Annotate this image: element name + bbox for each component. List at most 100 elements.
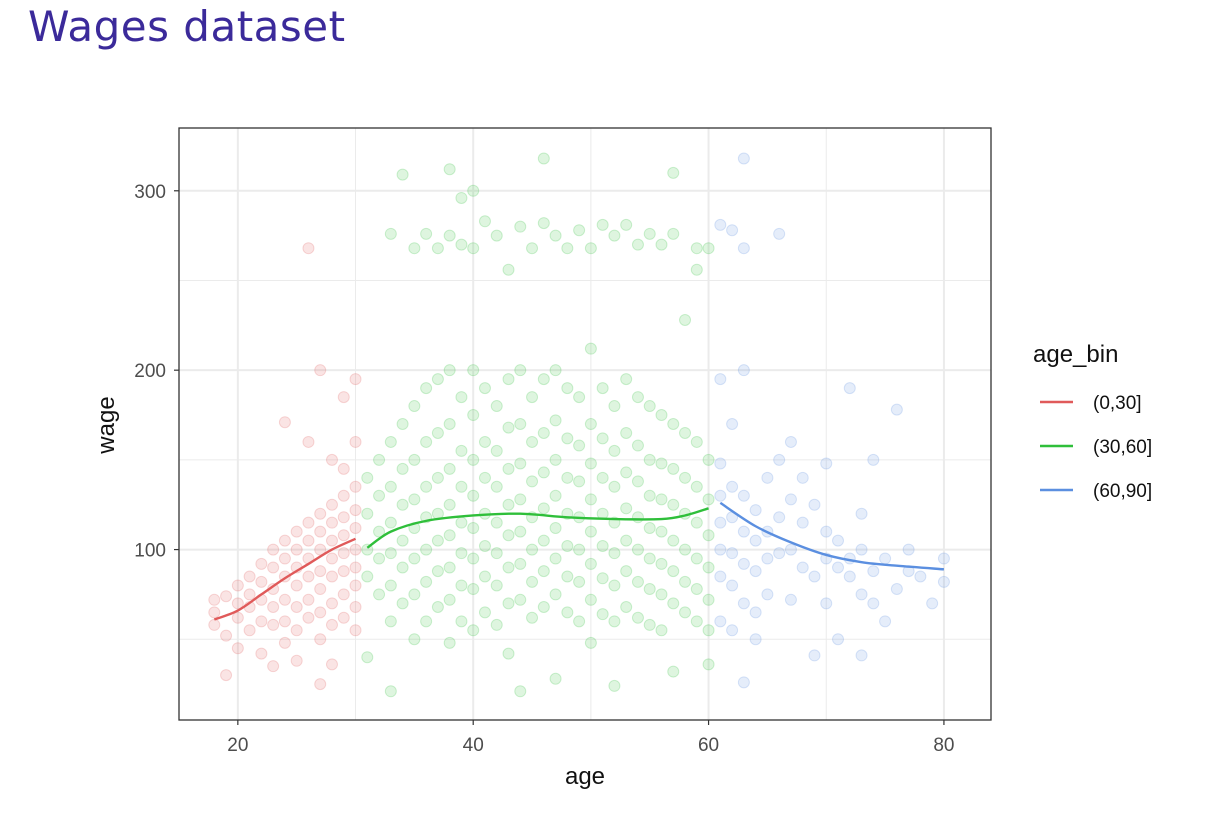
data-point <box>702 453 715 466</box>
smooth-line <box>719 501 945 571</box>
data-point <box>773 453 786 466</box>
data-point <box>631 238 644 251</box>
data-point <box>467 624 480 637</box>
panel-border <box>178 127 992 721</box>
data-point <box>584 418 597 430</box>
data-point <box>690 263 703 276</box>
data-point <box>667 462 680 475</box>
data-point <box>431 565 444 578</box>
data-point <box>478 539 491 552</box>
data-point <box>867 453 880 466</box>
data-point <box>655 557 668 570</box>
data-point <box>584 457 597 470</box>
data-point <box>820 597 833 610</box>
data-point <box>408 242 421 255</box>
data-point <box>325 618 338 631</box>
data-point <box>337 611 350 624</box>
data-point <box>784 435 797 448</box>
data-point <box>773 227 786 240</box>
data-point <box>278 593 291 606</box>
data-point <box>537 426 550 439</box>
data-point <box>631 391 644 404</box>
data-point <box>796 471 809 484</box>
data-point <box>408 588 421 601</box>
data-point <box>396 597 409 610</box>
data-point <box>443 593 456 606</box>
data-point <box>690 615 703 628</box>
data-point <box>714 457 727 470</box>
data-point <box>620 373 633 386</box>
data-point <box>737 242 750 255</box>
data-point <box>867 597 880 610</box>
data-point <box>596 432 609 445</box>
data-point <box>655 238 668 251</box>
panel-frame <box>178 127 992 721</box>
data-point <box>702 242 715 255</box>
data-point <box>631 511 644 524</box>
data-point <box>302 611 315 624</box>
data-point <box>478 382 491 395</box>
data-point <box>549 489 562 502</box>
data-point <box>349 480 362 493</box>
data-point <box>726 418 739 430</box>
data-point <box>714 543 727 556</box>
y-axis-ticks: 100 200 300 <box>134 182 179 562</box>
data-point <box>631 575 644 588</box>
data-point <box>455 391 468 404</box>
data-point <box>208 618 221 631</box>
data-point <box>655 493 668 506</box>
data-point <box>855 649 868 662</box>
data-point <box>714 516 727 529</box>
data-point <box>443 163 456 176</box>
data-point <box>561 606 574 619</box>
data-point <box>773 547 786 560</box>
data-point <box>620 466 633 479</box>
data-point <box>584 636 597 649</box>
data-point <box>726 579 739 592</box>
data-point <box>337 391 350 404</box>
data-point <box>231 642 244 655</box>
data-point <box>584 342 597 355</box>
y-tick-label: 200 <box>134 361 166 382</box>
data-point <box>278 636 291 649</box>
data-point <box>384 480 397 493</box>
legend-label: (0,30] <box>1093 393 1142 414</box>
data-point <box>584 493 597 506</box>
data-point <box>467 489 480 502</box>
data-point <box>431 534 444 547</box>
data-point <box>784 593 797 606</box>
data-point <box>690 583 703 596</box>
data-point <box>349 624 362 637</box>
data-point <box>620 534 633 547</box>
data-point <box>643 227 656 240</box>
data-point <box>302 242 315 255</box>
data-point <box>396 561 409 574</box>
data-point <box>890 403 903 416</box>
data-point <box>443 364 456 377</box>
data-point <box>325 498 338 511</box>
data-point <box>384 685 397 698</box>
data-point <box>267 660 280 673</box>
data-point <box>679 471 692 484</box>
data-point <box>796 516 809 529</box>
data-point <box>420 543 433 556</box>
x-tick-label: 40 <box>463 735 484 756</box>
data-point <box>302 516 315 529</box>
data-point <box>832 534 845 547</box>
data-point <box>514 457 527 470</box>
data-point <box>467 409 480 422</box>
data-point <box>337 462 350 475</box>
data-point <box>455 579 468 592</box>
data-point <box>631 611 644 624</box>
data-point <box>502 561 515 574</box>
data-point <box>608 579 621 592</box>
data-point <box>255 575 268 588</box>
x-axis-title: age <box>565 763 605 790</box>
data-point <box>502 597 515 610</box>
data-point <box>349 579 362 592</box>
data-point <box>467 184 480 197</box>
data-point <box>690 480 703 493</box>
data-point <box>467 522 480 535</box>
data-point <box>502 498 515 511</box>
data-point <box>643 583 656 596</box>
